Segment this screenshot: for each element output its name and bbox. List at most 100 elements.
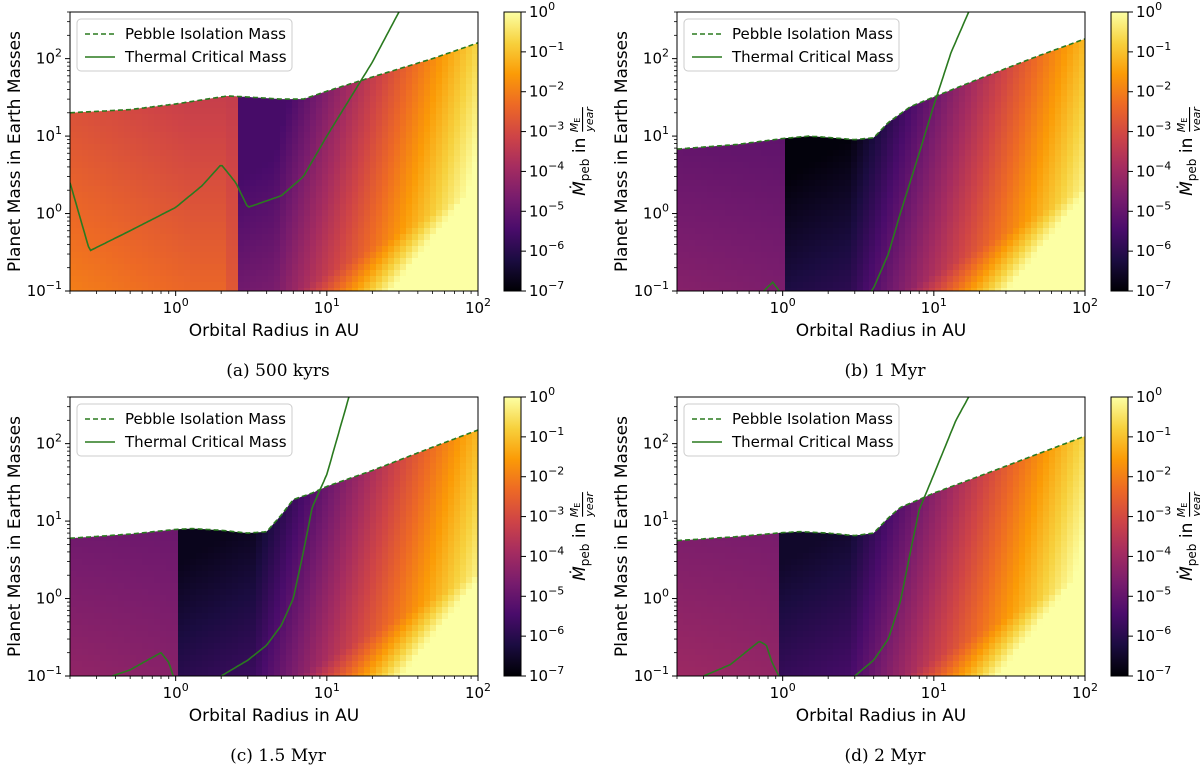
heatmap-cell xyxy=(118,162,125,169)
heatmap-cell xyxy=(160,246,167,253)
heatmap-cell xyxy=(172,144,179,151)
heatmap-cell xyxy=(262,276,269,283)
heatmap-cell xyxy=(130,246,137,253)
heatmap-cell xyxy=(322,270,329,277)
heatmap-cell xyxy=(466,240,473,247)
heatmap-cell xyxy=(731,126,738,133)
heatmap-cell xyxy=(779,120,786,127)
heatmap-cell xyxy=(755,150,762,157)
heatmap-cell xyxy=(178,216,185,223)
heatmap-cell xyxy=(797,204,804,211)
heatmap-cell xyxy=(322,156,329,163)
heatmap-cell xyxy=(322,144,329,151)
heatmap-cell xyxy=(256,258,263,265)
heatmap-cell xyxy=(178,150,185,157)
heatmap-cell xyxy=(454,60,461,67)
heatmap-cell xyxy=(677,180,684,187)
heatmap-cell xyxy=(442,234,449,241)
heatmap-cell xyxy=(472,246,478,253)
heatmap-cell xyxy=(743,198,750,205)
heatmap-cell xyxy=(286,78,293,85)
heatmap-cell xyxy=(316,72,323,79)
heatmap-cell xyxy=(178,132,185,139)
heatmap-cell xyxy=(130,108,137,115)
heatmap-cell xyxy=(220,84,227,91)
heatmap-cell xyxy=(460,198,467,205)
heatmap-cell xyxy=(472,180,478,187)
heatmap-cell xyxy=(809,132,816,139)
heatmap-cell xyxy=(797,216,804,223)
heatmap-cell xyxy=(172,132,179,139)
heatmap-cell xyxy=(701,120,708,127)
heatmap-cell xyxy=(869,258,876,265)
heatmap-cell xyxy=(406,186,413,193)
heatmap-cell xyxy=(364,168,371,175)
heatmap-cell xyxy=(436,174,443,181)
heatmap-cell xyxy=(322,180,329,187)
heatmap-cell xyxy=(719,288,726,292)
heatmap-cell xyxy=(869,234,876,241)
heatmap-cell xyxy=(677,204,684,211)
heatmap-cell xyxy=(328,234,335,241)
heatmap-cell xyxy=(370,18,377,25)
heatmap-cell xyxy=(178,276,185,283)
heatmap-cell xyxy=(190,282,197,289)
heatmap-cell xyxy=(142,78,149,85)
heatmap-cell xyxy=(310,246,317,253)
heatmap-cell xyxy=(244,204,251,211)
heatmap-cell xyxy=(334,174,341,181)
heatmap-cell xyxy=(292,234,299,241)
heatmap-cell xyxy=(743,234,750,241)
heatmap-cell xyxy=(70,288,77,291)
heatmap-cell xyxy=(767,138,774,145)
heatmap-cell xyxy=(851,276,858,283)
heatmap-cell xyxy=(677,288,684,292)
heatmap-cell xyxy=(220,234,227,241)
heatmap-cell xyxy=(803,246,810,253)
heatmap-cell xyxy=(124,192,131,199)
heatmap-cell xyxy=(316,150,323,157)
heatmap-cell xyxy=(388,282,395,289)
heatmap-cell xyxy=(238,246,245,253)
heatmap-cell xyxy=(334,12,341,19)
heatmap-cell xyxy=(232,96,239,103)
heatmap-cell xyxy=(815,210,822,217)
heatmap-cell xyxy=(809,114,816,121)
heatmap-cell xyxy=(256,138,263,145)
heatmap-cell xyxy=(370,114,377,121)
heatmap-cell xyxy=(737,180,744,187)
heatmap-cell xyxy=(683,114,690,121)
heatmap-cell xyxy=(358,276,365,283)
heatmap-cell xyxy=(346,24,353,31)
heatmap-cell xyxy=(220,270,227,277)
heatmap-cell xyxy=(418,120,425,127)
heatmap-cell xyxy=(803,228,810,235)
heatmap-cell xyxy=(310,216,317,223)
heatmap-cell xyxy=(460,264,467,271)
heatmap-cell xyxy=(412,138,419,145)
heatmap-cell xyxy=(202,270,209,277)
heatmap-cell xyxy=(130,144,137,151)
heatmap-cell xyxy=(460,180,467,187)
heatmap-cell xyxy=(791,252,798,259)
heatmap-cell xyxy=(190,222,197,229)
heatmap-cell xyxy=(316,12,323,19)
heatmap-cell xyxy=(316,60,323,67)
heatmap-cell xyxy=(322,54,329,61)
heatmap-cell xyxy=(256,144,263,151)
heatmap-cell xyxy=(316,228,323,235)
heatmap-cell xyxy=(268,264,275,271)
heatmap-cell xyxy=(430,246,437,253)
heatmap-cell xyxy=(791,204,798,211)
heatmap-cell xyxy=(388,132,395,139)
heatmap-cell xyxy=(424,144,431,151)
heatmap-cell xyxy=(166,270,173,277)
heatmap-cell xyxy=(701,216,708,223)
heatmap-cell xyxy=(406,258,413,265)
heatmap-cell xyxy=(112,96,119,103)
heatmap-cell xyxy=(821,252,828,259)
heatmap-cell xyxy=(268,234,275,241)
heatmap-cell xyxy=(851,174,858,181)
heatmap-cell xyxy=(881,264,888,271)
heatmap-cell xyxy=(749,258,756,265)
